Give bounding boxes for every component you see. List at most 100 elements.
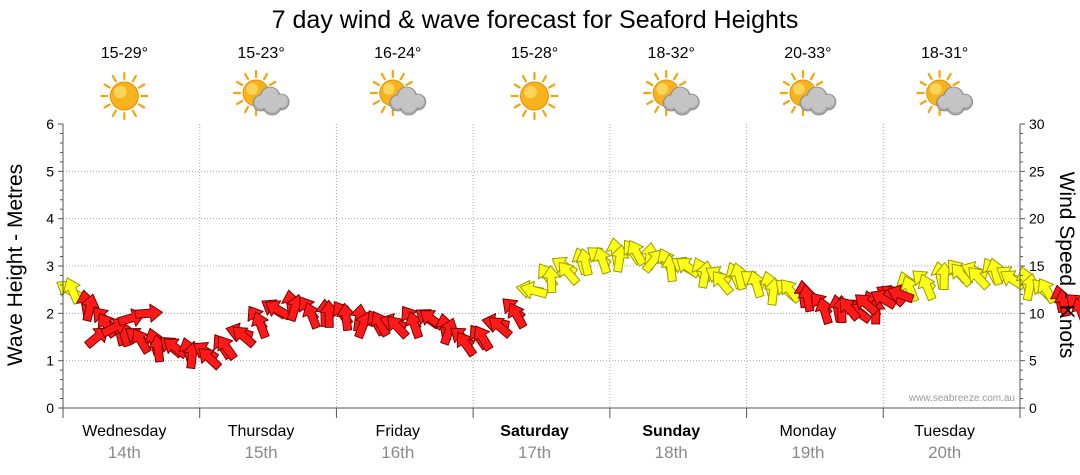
left-axis-label: Wave Height - Metres bbox=[4, 164, 27, 366]
sun-ray bbox=[815, 80, 824, 87]
day-name: Sunday bbox=[642, 423, 700, 440]
wind-arrow bbox=[641, 249, 664, 274]
day-name: Wednesday bbox=[82, 423, 166, 440]
day-thursday: 15-23° Thursday 15th bbox=[228, 45, 295, 462]
sun-ray bbox=[137, 103, 146, 109]
sun-ray bbox=[548, 83, 556, 89]
left-tick-label: 6 bbox=[46, 116, 54, 132]
cloud-highlight bbox=[264, 97, 280, 113]
sun-ray bbox=[952, 80, 960, 87]
sun-ray bbox=[131, 109, 137, 118]
day-date: 15th bbox=[245, 443, 278, 462]
right-tick-label: 15 bbox=[1029, 258, 1045, 274]
sun-ray bbox=[919, 99, 927, 106]
sun-ray bbox=[927, 72, 933, 81]
day-date: 20th bbox=[928, 443, 961, 462]
sun-ray bbox=[103, 83, 111, 89]
sun-ray bbox=[678, 80, 687, 87]
day-name: Tuesday bbox=[914, 423, 975, 440]
wind-arrow bbox=[917, 273, 937, 302]
wind-arrow bbox=[541, 265, 561, 294]
day-saturday: 15-28° Saturday 17th bbox=[500, 45, 569, 462]
sun-ray bbox=[137, 83, 146, 89]
sun-ray bbox=[380, 72, 386, 81]
sun-ray bbox=[243, 72, 250, 81]
right-tick-label: 10 bbox=[1029, 305, 1045, 321]
wind-arrow bbox=[488, 317, 513, 339]
wind-arrow bbox=[198, 348, 223, 371]
chart-title: 7 day wind & wave forecast for Seaford H… bbox=[272, 6, 799, 34]
sun-ray bbox=[673, 72, 679, 81]
wind-arrow-series bbox=[56, 237, 1080, 371]
daily-weather-row: 15-29° Wednesday 14th 15-23° Thursday 15th 16-… bbox=[82, 45, 975, 462]
sun-ray bbox=[782, 80, 791, 87]
sun-ray bbox=[521, 109, 528, 118]
sun-highlight bbox=[793, 83, 805, 95]
sun-ray bbox=[782, 99, 791, 106]
wind-arrow bbox=[232, 326, 257, 349]
sun-ray bbox=[235, 80, 244, 87]
sun-ray bbox=[646, 99, 654, 106]
day-date: 19th bbox=[791, 443, 824, 462]
sun-ray bbox=[399, 72, 405, 81]
temp-range: 20-33° bbox=[784, 45, 831, 62]
wind-arrow bbox=[627, 240, 647, 267]
watermark: www.seabreeze.com.au bbox=[908, 393, 1015, 404]
sun-ray bbox=[235, 99, 244, 106]
left-tick-label: 5 bbox=[46, 163, 54, 179]
wind-arrow bbox=[781, 279, 803, 304]
wind-arrow bbox=[217, 335, 238, 361]
temp-range: 15-28° bbox=[511, 45, 558, 62]
sun-cloud-icon bbox=[779, 69, 837, 117]
sun-ray bbox=[946, 72, 952, 81]
sun-ray bbox=[405, 80, 413, 87]
wind-arrow bbox=[473, 325, 494, 352]
day-name: Thursday bbox=[228, 423, 295, 440]
sun-ray bbox=[927, 105, 933, 114]
sun-cloud-icon bbox=[232, 69, 290, 117]
right-tick-label: 0 bbox=[1029, 400, 1037, 416]
sun-highlight bbox=[929, 83, 942, 95]
day-monday: 20-33° Monday 19th bbox=[779, 45, 836, 462]
right-tick-label: 30 bbox=[1029, 116, 1045, 132]
temp-range: 16-24° bbox=[374, 45, 421, 62]
sun-ray bbox=[380, 105, 386, 114]
temp-range: 18-31° bbox=[921, 45, 968, 62]
left-tick-label: 3 bbox=[46, 258, 54, 274]
left-tick-label: 2 bbox=[46, 305, 54, 321]
day-sunday: 18-32° Sunday 18th bbox=[642, 45, 700, 462]
sun-ray bbox=[372, 99, 381, 106]
wind-arrow bbox=[507, 302, 528, 330]
day-friday: 16-24° Friday 16th bbox=[369, 45, 427, 462]
sun-ray bbox=[513, 83, 521, 89]
sun-ray bbox=[372, 80, 381, 87]
temp-range: 15-29° bbox=[101, 45, 148, 62]
wind-arrow bbox=[870, 289, 898, 310]
grid-lines bbox=[63, 124, 1020, 408]
wind-arrow bbox=[839, 297, 862, 322]
day-date: 17th bbox=[518, 443, 551, 462]
sun-ray bbox=[513, 103, 521, 109]
right-tick-label: 5 bbox=[1029, 353, 1037, 369]
wind-arrow bbox=[854, 294, 880, 316]
sun-highlight bbox=[656, 83, 669, 95]
right-tick-label: 20 bbox=[1029, 211, 1045, 227]
sun-cloud-icon bbox=[643, 69, 700, 117]
sun-highlight bbox=[114, 85, 127, 99]
sun-icon bbox=[100, 71, 149, 121]
right-tick-label: 25 bbox=[1029, 163, 1045, 179]
sun-highlight bbox=[524, 85, 537, 99]
sun-ray bbox=[646, 80, 654, 87]
sun-ray bbox=[919, 80, 927, 87]
wind-arrow bbox=[592, 246, 612, 275]
sun-ray bbox=[521, 74, 528, 83]
day-wednesday: 15-29° Wednesday 14th bbox=[82, 45, 166, 462]
sun-ray bbox=[541, 109, 548, 118]
temp-range: 18-32° bbox=[648, 45, 695, 62]
day-date: 18th bbox=[655, 443, 688, 462]
day-name: Monday bbox=[779, 423, 836, 440]
day-name: Friday bbox=[376, 423, 420, 440]
sun-cloud-icon bbox=[369, 69, 427, 117]
sun-ray bbox=[548, 103, 556, 109]
sun-highlight bbox=[246, 83, 258, 95]
